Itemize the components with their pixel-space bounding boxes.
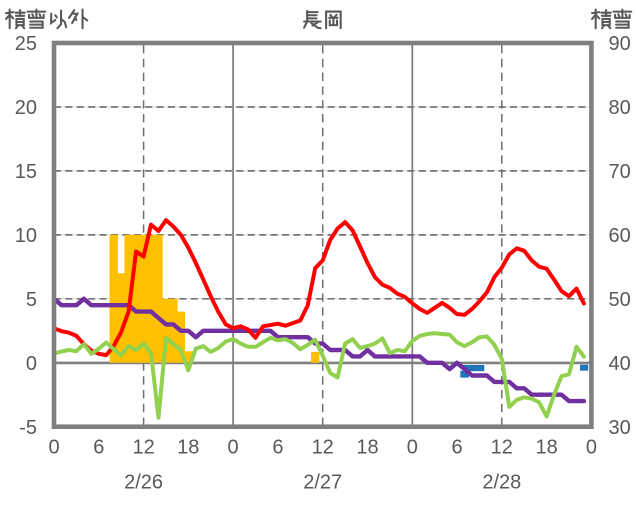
svg-text:0: 0 <box>228 437 239 459</box>
svg-text:70: 70 <box>609 161 631 183</box>
svg-text:2/26: 2/26 <box>124 472 163 494</box>
svg-text:-5: -5 <box>19 417 37 439</box>
svg-text:2/27: 2/27 <box>303 472 342 494</box>
svg-text:30: 30 <box>609 417 631 439</box>
svg-text:6: 6 <box>451 437 462 459</box>
svg-text:0: 0 <box>48 437 59 459</box>
svg-text:0: 0 <box>407 437 418 459</box>
svg-text:10: 10 <box>15 225 37 247</box>
svg-text:20: 20 <box>15 97 37 119</box>
svg-text:5: 5 <box>26 289 37 311</box>
svg-text:15: 15 <box>15 161 37 183</box>
svg-text:12: 12 <box>491 437 513 459</box>
svg-text:12: 12 <box>312 437 334 459</box>
svg-text:12: 12 <box>132 437 154 459</box>
svg-text:50: 50 <box>609 289 631 311</box>
svg-text:2/28: 2/28 <box>482 472 521 494</box>
svg-text:0: 0 <box>26 353 37 375</box>
svg-text:6: 6 <box>93 437 104 459</box>
svg-text:90: 90 <box>609 33 631 55</box>
svg-text:0: 0 <box>586 437 597 459</box>
svg-text:60: 60 <box>609 225 631 247</box>
svg-text:25: 25 <box>15 33 37 55</box>
svg-text:80: 80 <box>609 97 631 119</box>
svg-text:18: 18 <box>356 437 378 459</box>
svg-text:6: 6 <box>272 437 283 459</box>
svg-text:40: 40 <box>609 353 631 375</box>
svg-text:18: 18 <box>177 437 199 459</box>
svg-text:18: 18 <box>535 437 557 459</box>
